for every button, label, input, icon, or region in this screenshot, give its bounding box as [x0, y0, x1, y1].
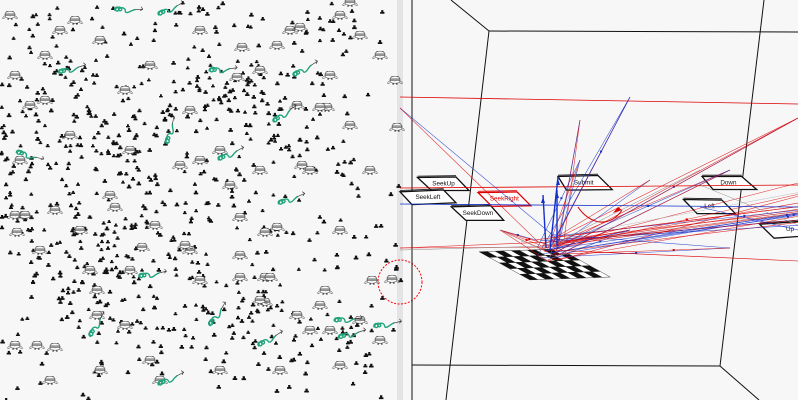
svg-text:SeekLeft: SeekLeft	[415, 194, 440, 201]
svg-text:Up: Up	[786, 226, 795, 233]
svg-text:SeekDown: SeekDown	[463, 210, 494, 217]
svg-text:SeekUp: SeekUp	[432, 180, 455, 187]
